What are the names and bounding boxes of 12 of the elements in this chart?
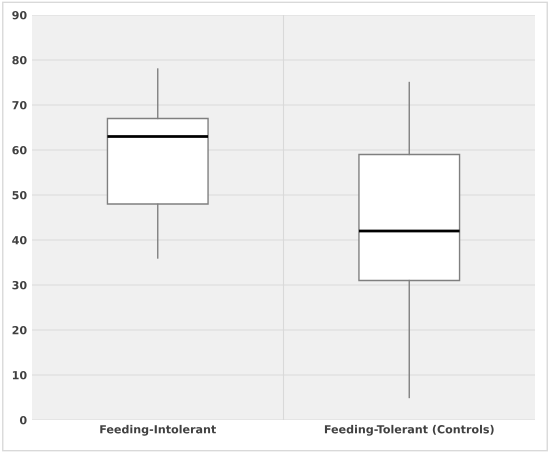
y-tick-label: 50 — [12, 190, 27, 200]
y-tick-label: 40 — [12, 236, 27, 244]
y-tick-label: 10 — [12, 370, 27, 380]
y-tick-label: 0 — [20, 416, 27, 424]
x-tick-label: Feeding-Tolerant (Controls) — [324, 424, 494, 436]
y-tick-label: 70 — [12, 100, 27, 110]
y-tick-label: 80 — [12, 56, 27, 64]
y-tick-label: 20 — [12, 326, 27, 334]
y-tick-label: 90 — [12, 10, 27, 20]
x-tick-label: Feeding-Intolerant — [100, 424, 216, 436]
y-tick-label: 60 — [12, 146, 27, 154]
y-tick-label: 30 — [12, 280, 27, 290]
